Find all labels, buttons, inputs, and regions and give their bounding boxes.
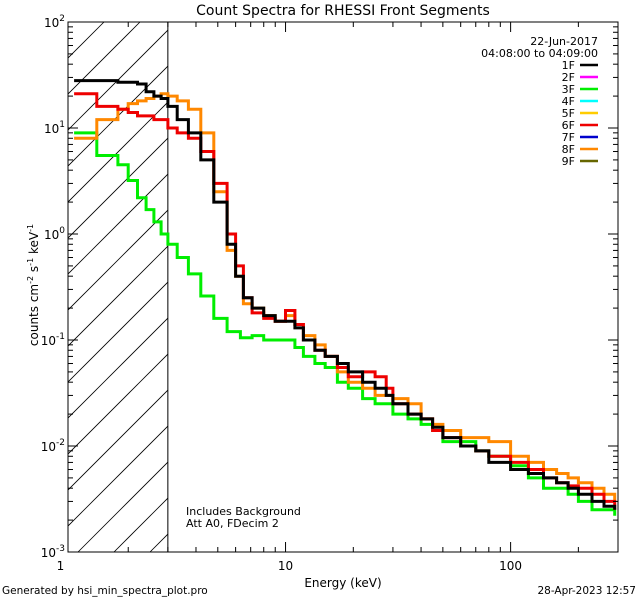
x-tick-label: 10: [278, 559, 293, 573]
hatch-line: [68, 173, 168, 275]
legend-label: 1F: [562, 59, 575, 72]
annotation-background: Includes Background: [186, 505, 301, 518]
legend-label: 8F: [562, 143, 575, 156]
hatch-line: [68, 425, 168, 527]
series-6F: [74, 92, 617, 510]
hatch-line: [68, 245, 168, 347]
legend-label: 2F: [562, 71, 575, 84]
y-axis: 10-3 10-2 10-1 100 101 102: [41, 14, 618, 560]
chart-title: Count Spectra for RHESSI Front Segments: [196, 3, 490, 19]
annotation-attenuator: Att A0, FDecim 2: [186, 517, 279, 530]
legend-label: 3F: [562, 83, 575, 96]
y-tick-label: 102: [44, 14, 65, 30]
hatch-line: [68, 353, 168, 455]
plot-frame: [67, 21, 619, 553]
series-layer: [74, 79, 617, 516]
date-label: 22-Jun-2017: [530, 35, 598, 48]
legend-label: 7F: [562, 131, 575, 144]
hatch-line: [68, 281, 168, 383]
series-3F: [74, 131, 617, 516]
legend-label: 5F: [562, 107, 575, 120]
y-tick-label: 10-2: [41, 438, 65, 454]
hatch-line: [68, 317, 168, 419]
y-tick-label: 10-1: [41, 332, 65, 348]
hatch-line: [68, 22, 141, 95]
legend-label: 9F: [562, 155, 575, 168]
x-tick-label: 1: [57, 559, 65, 573]
x-axis: 1 10 100: [57, 22, 619, 573]
y-tick-label: 100: [44, 226, 65, 242]
hatch-line: [77, 461, 168, 552]
y-tick-label: 101: [44, 120, 65, 136]
legend-label: 4F: [562, 95, 575, 108]
x-tick-label: 100: [499, 559, 522, 573]
hatch-line: [68, 29, 168, 131]
hatch-line: [68, 389, 168, 491]
time-range-label: 04:08:00 to 04:09:00: [481, 47, 598, 60]
y-tick-label: 10-3: [41, 544, 65, 560]
y-axis-label: counts cm-2 s-1 keV-1: [26, 224, 41, 346]
timestamp-label: 28-Apr-2023 12:57: [537, 585, 636, 597]
hatch-line: [68, 22, 105, 59]
hatch-line: [68, 209, 168, 311]
series-8F: [74, 92, 617, 502]
generated-by-label: Generated by hsi_min_spectra_plot.pro: [2, 585, 208, 597]
hatch-line: [68, 101, 168, 203]
x-axis-label: Energy (keV): [304, 576, 381, 590]
series-1F: [74, 79, 617, 510]
legend-label: 6F: [562, 119, 575, 132]
